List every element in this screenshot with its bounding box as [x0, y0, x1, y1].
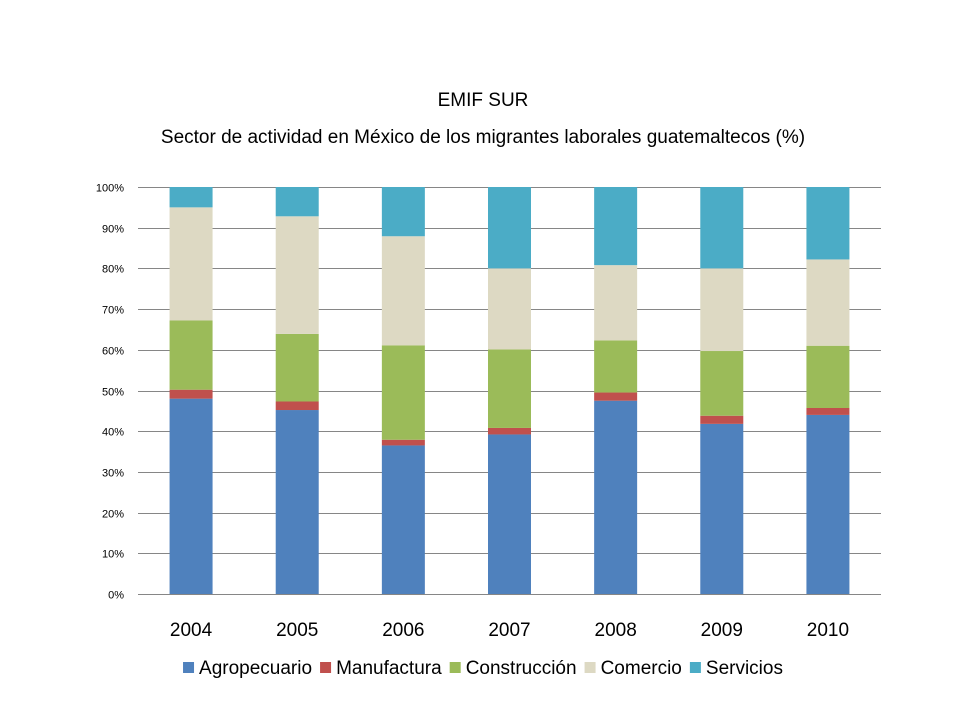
- y-tick-label: 40%: [102, 427, 124, 439]
- legend-item-construcci-n: Construcción: [449, 658, 577, 679]
- y-tick-label: 30%: [102, 468, 124, 480]
- bar-segment-comercio-2008: [594, 265, 638, 341]
- legend-swatch: [689, 662, 701, 673]
- bar-segment-manufactura-2010: [806, 408, 850, 415]
- bar-segment-construcci-n-2008: [594, 340, 638, 393]
- x-tick-label: 2009: [701, 620, 743, 641]
- legend-label: Agropecuario: [199, 658, 312, 679]
- bar-segment-construcci-n-2007: [488, 349, 531, 428]
- bar-segment-manufactura-2008: [594, 392, 638, 401]
- bar-segment-comercio-2010: [806, 259, 850, 346]
- chart-subtitle: Sector de actividad en México de los mig…: [161, 127, 805, 148]
- bar-segment-agropecuario-2005: [275, 410, 319, 594]
- bar-segment-manufactura-2004: [169, 389, 213, 399]
- bar-segment-servicios-2004: [169, 187, 213, 208]
- bar-segment-agropecuario-2010: [806, 414, 850, 594]
- legend-swatch: [183, 662, 195, 673]
- bar-segment-servicios-2006: [381, 187, 425, 237]
- bar-segment-agropecuario-2009: [700, 423, 744, 594]
- y-tick-label: 90%: [102, 224, 124, 236]
- legend-label: Manufactura: [336, 658, 442, 679]
- y-tick-label: 60%: [102, 346, 124, 358]
- chart-title: EMIF SUR: [438, 90, 529, 111]
- legend-swatch: [449, 662, 461, 673]
- bar-segment-comercio-2006: [381, 236, 425, 346]
- y-tick-label: 50%: [102, 387, 124, 399]
- bar-segment-construcci-n-2010: [806, 345, 850, 409]
- x-tick-label: 2004: [170, 620, 213, 641]
- bar-segment-construcci-n-2006: [381, 345, 425, 440]
- y-axis-tick-labels: 0% 10% 20% 30% 40% 50% 60% 70% 80% 90% 100%: [96, 183, 124, 602]
- bar-segment-manufactura-2005: [275, 401, 319, 411]
- y-tick-label: 20%: [102, 509, 124, 521]
- bar-segment-agropecuario-2007: [488, 434, 531, 594]
- bar-segment-servicios-2009: [700, 187, 744, 269]
- bar-segment-agropecuario-2004: [169, 398, 213, 594]
- y-tick-label: 100%: [96, 183, 124, 195]
- y-tick-label: 70%: [102, 305, 124, 317]
- bar-segment-comercio-2005: [275, 216, 319, 334]
- legend-label: Servicios: [706, 658, 783, 679]
- bar-segment-comercio-2009: [700, 268, 744, 352]
- x-tick-label: 2006: [382, 620, 424, 641]
- bar-segment-comercio-2007: [488, 268, 531, 350]
- bar-segment-manufactura-2006: [381, 439, 425, 446]
- x-axis-tick-labels: 2004 2005 2006 2007 2008 2009 2010: [170, 620, 849, 641]
- bar-segment-construcci-n-2004: [169, 320, 213, 390]
- legend-label: Comercio: [601, 658, 682, 679]
- bar-segment-manufactura-2009: [700, 415, 744, 424]
- bar-segment-manufactura-2007: [488, 427, 531, 435]
- bars: [169, 187, 850, 594]
- x-tick-label: 2010: [807, 620, 849, 641]
- y-tick-label: 0%: [108, 590, 124, 602]
- legend-item-agropecuario: Agropecuario: [183, 658, 312, 679]
- legend-label: Construcción: [466, 658, 577, 679]
- bar-segment-construcci-n-2005: [275, 333, 319, 402]
- legend-item-servicios: Servicios: [689, 658, 783, 679]
- legend-swatch: [320, 662, 332, 673]
- bar-segment-agropecuario-2008: [594, 400, 638, 594]
- bar-segment-construcci-n-2009: [700, 351, 744, 416]
- x-tick-label: 2008: [595, 620, 637, 641]
- x-tick-label: 2007: [488, 620, 530, 641]
- x-tick-label: 2005: [276, 620, 318, 641]
- bar-segment-servicios-2007: [488, 187, 531, 269]
- bar-segment-agropecuario-2006: [381, 445, 425, 594]
- bar-segment-servicios-2008: [594, 187, 638, 266]
- legend-swatch: [584, 662, 596, 673]
- legend-item-manufactura: Manufactura: [320, 658, 442, 679]
- bar-segment-comercio-2004: [169, 207, 213, 321]
- legend-item-comercio: Comercio: [584, 658, 682, 679]
- legend: Agropecuario Manufactura Construcción Comer…: [183, 658, 783, 679]
- bar-segment-servicios-2010: [806, 187, 850, 260]
- bar-segment-servicios-2005: [275, 187, 319, 217]
- y-tick-label: 80%: [102, 264, 124, 276]
- y-tick-label: 10%: [102, 549, 124, 561]
